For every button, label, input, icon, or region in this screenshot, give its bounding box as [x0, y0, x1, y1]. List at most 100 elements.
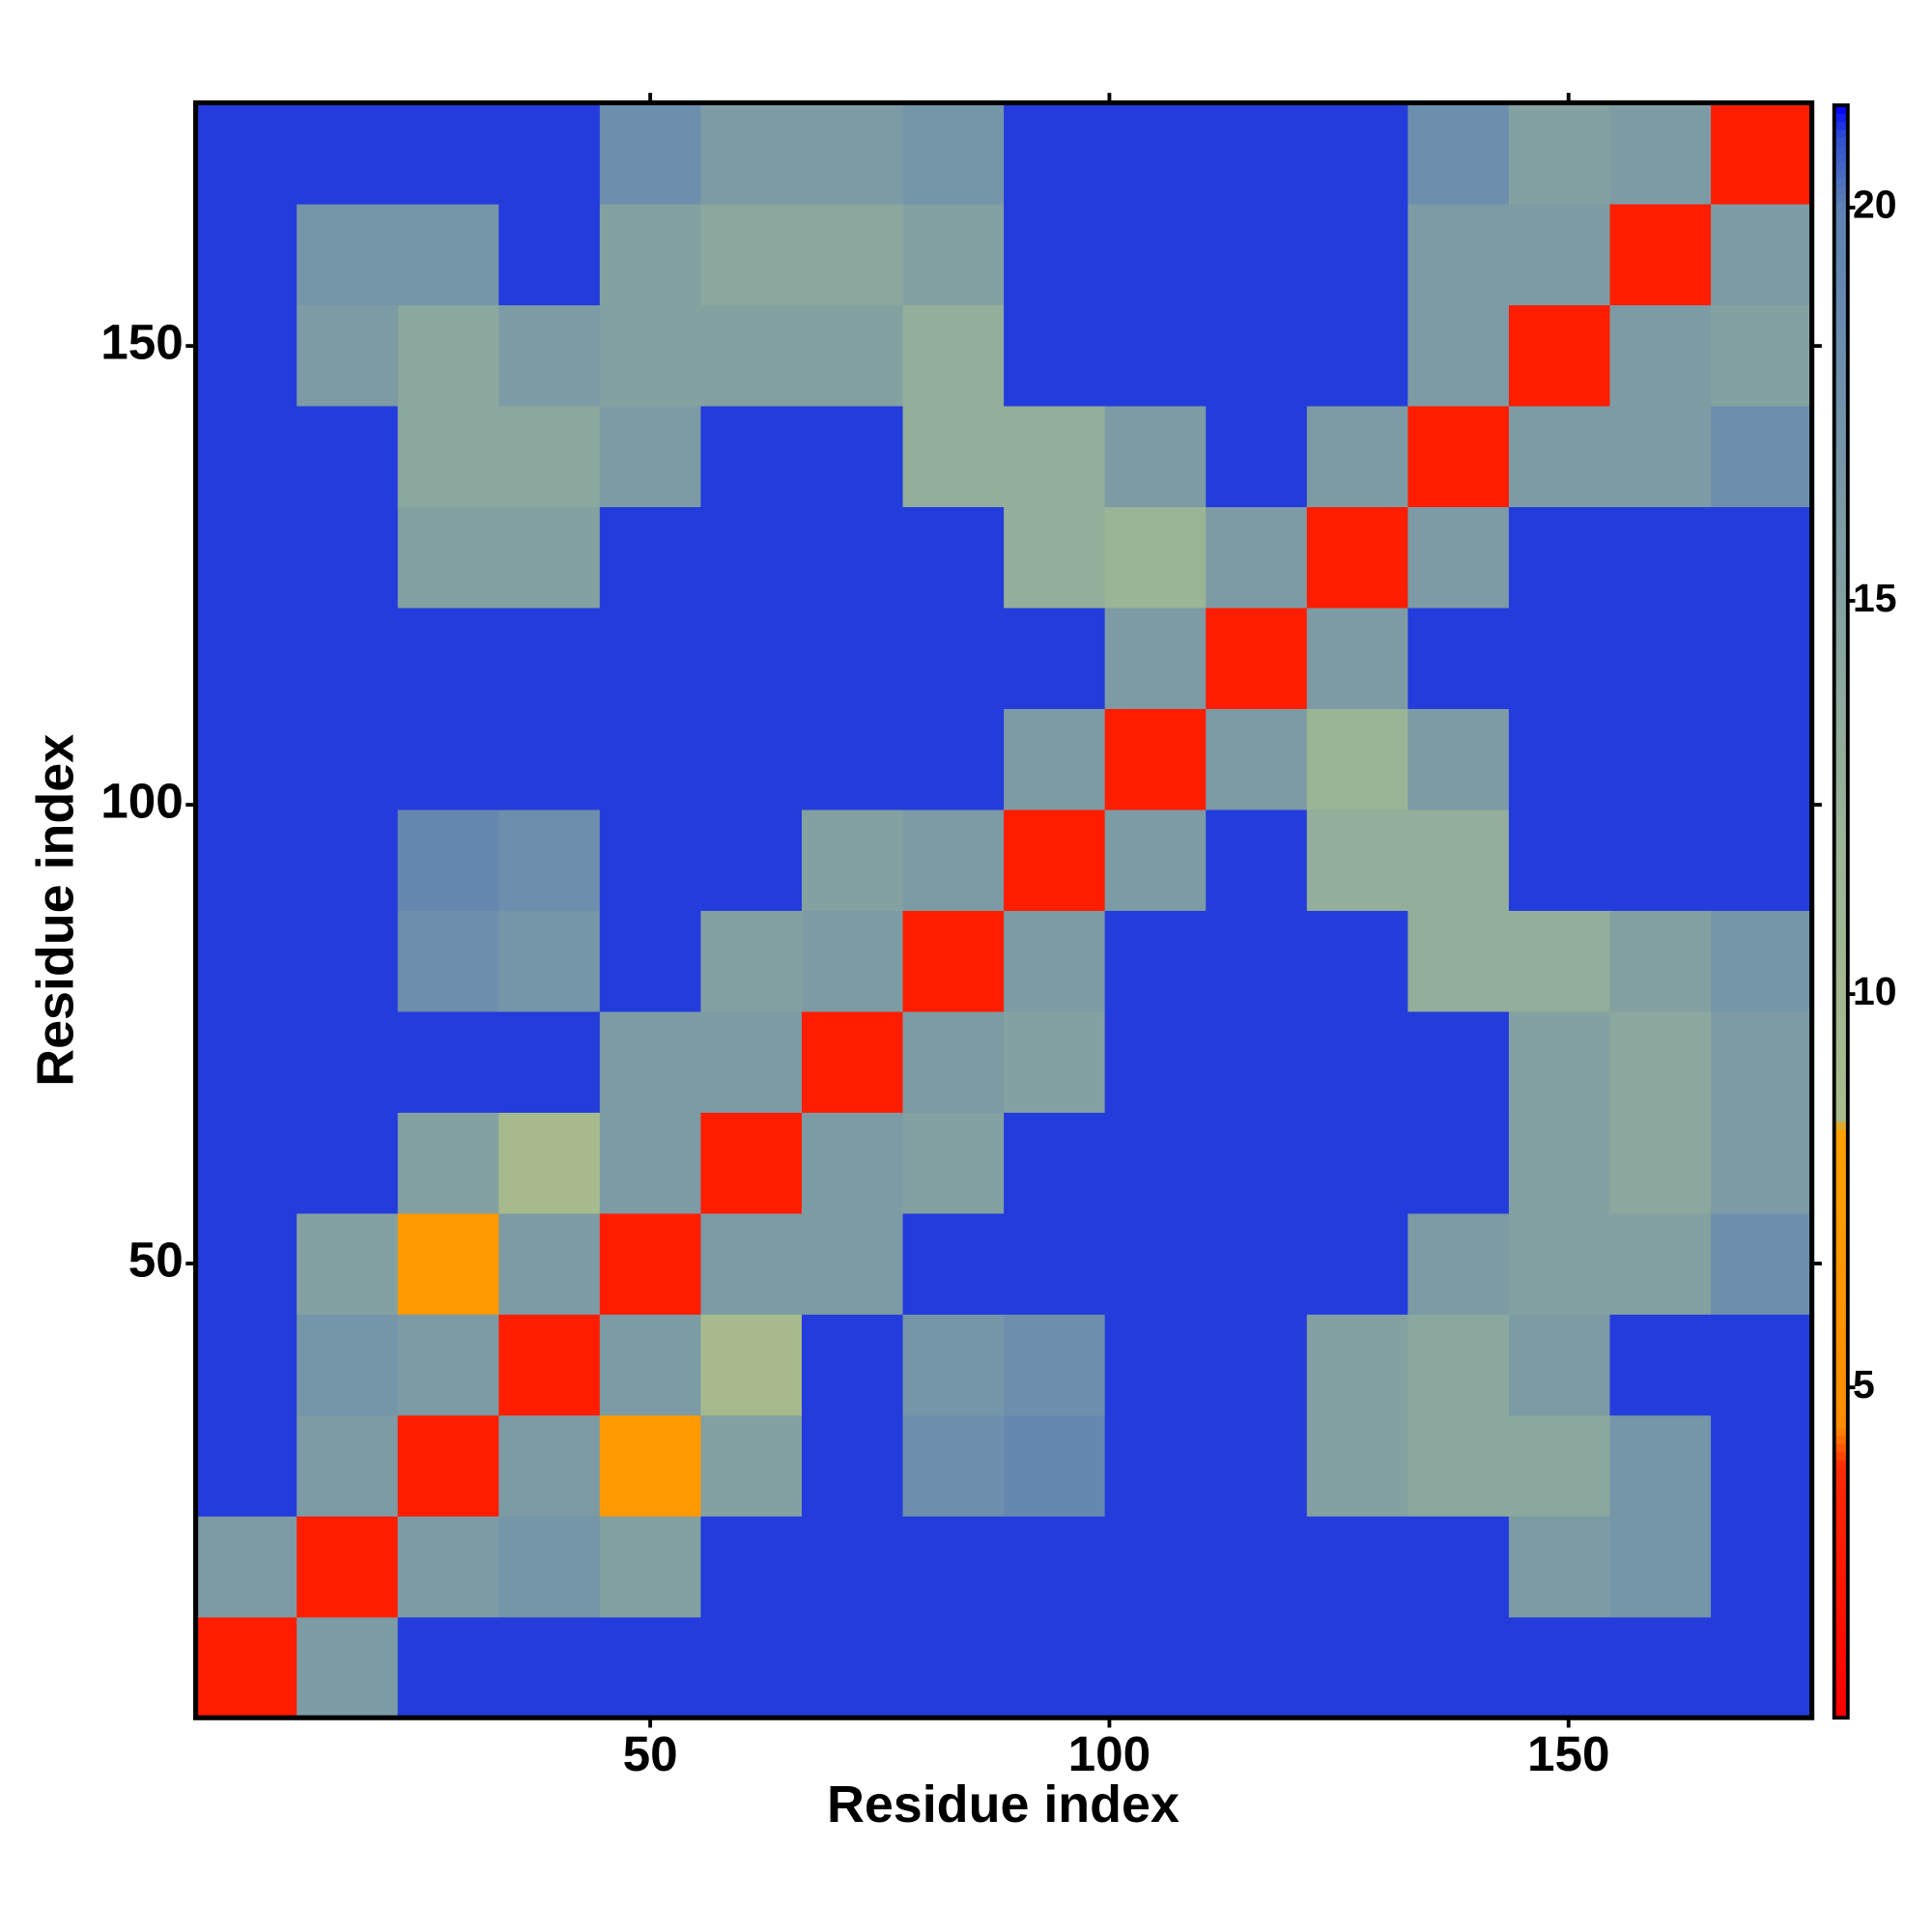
colorbar-segment	[1833, 137, 1848, 147]
heatmap-cell	[902, 203, 1005, 306]
heatmap-cell	[1306, 1112, 1409, 1214]
colorbar-segment	[1833, 242, 1848, 251]
heatmap-cell	[1711, 1010, 1813, 1113]
heatmap-cell	[1609, 1212, 1712, 1315]
x-axis-label: Residue index	[827, 1776, 1179, 1833]
heatmap-cell	[195, 304, 298, 407]
heatmap-cell	[1206, 708, 1308, 810]
colorbar-segment	[1833, 1460, 1848, 1469]
colorbar-segment	[1833, 895, 1848, 904]
colorbar-segment	[1833, 1145, 1848, 1154]
heatmap-cell	[1711, 1414, 1813, 1517]
colorbar-segment	[1833, 750, 1848, 759]
colorbar-frame	[1832, 103, 1850, 1720]
heatmap-cell	[1508, 1112, 1611, 1214]
heatmap-cell	[599, 607, 702, 709]
heatmap-cell	[297, 1112, 399, 1214]
colorbar-segment	[1833, 549, 1848, 557]
heatmap-cell	[902, 1010, 1005, 1113]
heatmap-cell	[700, 203, 803, 306]
colorbar-segment	[1833, 403, 1848, 412]
colorbar-segment	[1833, 1403, 1848, 1412]
colorbar-segment	[1833, 766, 1848, 776]
colorbar-segment	[1833, 1104, 1848, 1114]
colorbar-segment	[1833, 443, 1848, 453]
colorbar-segment	[1833, 185, 1848, 195]
heatmap-cell	[1407, 607, 1510, 709]
heatmap-cell	[599, 506, 702, 609]
colorbar-segment	[1833, 838, 1848, 848]
colorbar-segment	[1833, 1435, 1848, 1445]
colorbar-segment	[1833, 935, 1848, 945]
colorbar-segment	[1833, 1467, 1848, 1477]
heatmap-cell	[902, 1414, 1005, 1517]
heatmap-cell	[1609, 1414, 1712, 1517]
heatmap-cell	[1104, 102, 1207, 205]
heatmap-cell	[397, 607, 499, 709]
heatmap-cell	[397, 1112, 499, 1214]
colorbar-segment	[1833, 1540, 1848, 1549]
colorbar-segment	[1833, 1032, 1848, 1041]
colorbar-segment	[1833, 742, 1848, 752]
colorbar-segment	[1833, 911, 1848, 921]
heatmap-cell	[1508, 405, 1611, 507]
colorbar-segment	[1833, 1250, 1848, 1260]
heatmap-cell	[1609, 203, 1712, 306]
x-tick-label: 100	[1068, 1726, 1151, 1781]
colorbar-segment	[1833, 104, 1848, 114]
heatmap-cell	[195, 1112, 298, 1214]
colorbar-segment	[1833, 903, 1848, 913]
heatmap-cell	[1306, 1010, 1409, 1113]
heatmap-cell	[1004, 405, 1106, 507]
heatmap-cell	[599, 1516, 702, 1618]
colorbar-segment	[1833, 1597, 1848, 1605]
colorbar-segment	[1833, 879, 1848, 889]
heatmap-cell	[1407, 304, 1510, 407]
heatmap-cell	[1407, 1112, 1510, 1214]
heatmap-cell	[801, 304, 904, 407]
heatmap-cell	[1711, 708, 1813, 810]
colorbar-segment	[1833, 169, 1848, 179]
colorbar-segment	[1833, 1693, 1848, 1703]
colorbar-segment	[1833, 1685, 1848, 1694]
heatmap-cell	[297, 1010, 399, 1113]
heatmap-cell	[397, 708, 499, 810]
heatmap-cell	[1104, 304, 1207, 407]
heatmap-cell	[801, 1516, 904, 1618]
heatmap-cell	[397, 304, 499, 407]
colorbar-segment	[1833, 605, 1848, 614]
heatmap-cell	[700, 1616, 803, 1719]
heatmap-cell	[902, 405, 1005, 507]
heatmap-cell	[1711, 1112, 1813, 1214]
heatmap-cell	[1407, 1414, 1510, 1517]
heatmap-cell	[700, 1112, 803, 1214]
colorbar-segment	[1833, 1411, 1848, 1421]
colorbar-segment	[1833, 1347, 1848, 1356]
colorbar-segment	[1833, 718, 1848, 727]
heatmap-cell	[1004, 203, 1106, 306]
heatmap-cell	[801, 405, 904, 507]
heatmap-cell	[195, 910, 298, 1012]
heatmap-cell	[700, 1010, 803, 1113]
colorbar-segment	[1833, 524, 1848, 533]
heatmap-cell	[801, 708, 904, 810]
heatmap-cell	[1609, 1516, 1712, 1618]
heatmap-cell	[801, 1616, 904, 1719]
heatmap-cell	[195, 607, 298, 709]
colorbar-segment	[1833, 1265, 1848, 1275]
heatmap-cell	[700, 405, 803, 507]
heatmap-cell	[599, 708, 702, 810]
colorbar-segment	[1833, 637, 1848, 646]
heatmap-cell	[1306, 102, 1409, 205]
colorbar-segment	[1833, 807, 1848, 816]
colorbar-segment	[1833, 1395, 1848, 1405]
colorbar-segment	[1833, 1556, 1848, 1566]
colorbar-segment	[1833, 556, 1848, 566]
colorbar-segment	[1833, 1000, 1848, 1009]
colorbar-segment	[1833, 363, 1848, 373]
heatmap-cell	[1609, 1112, 1712, 1214]
colorbar-segment	[1833, 952, 1848, 961]
heatmap-cell	[1609, 405, 1712, 507]
heatmap-cell	[195, 708, 298, 810]
colorbar-segment	[1833, 355, 1848, 364]
